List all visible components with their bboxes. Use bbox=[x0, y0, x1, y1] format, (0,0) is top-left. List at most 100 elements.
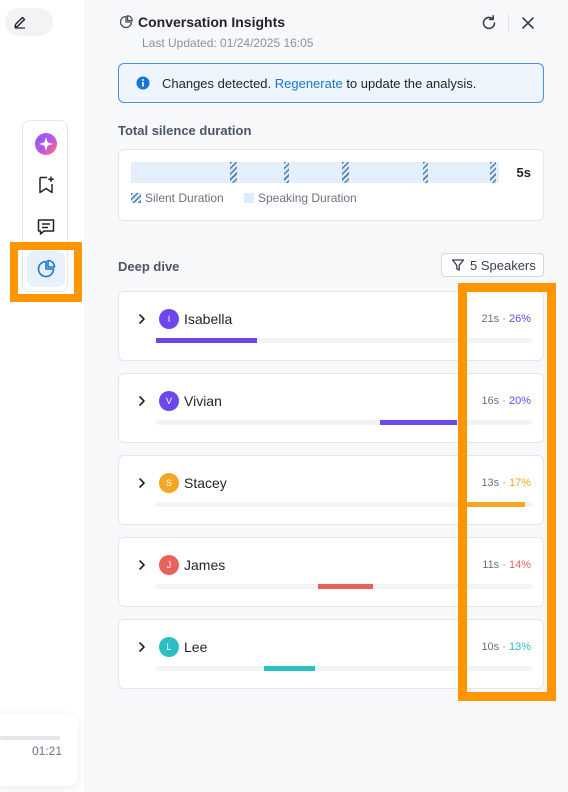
chevron-right-icon[interactable] bbox=[137, 559, 147, 571]
header-divider bbox=[508, 14, 509, 32]
speaker-name: Vivian bbox=[184, 393, 222, 409]
speaker-stats: 21s · 26% bbox=[481, 313, 531, 325]
speaker-timeline-track bbox=[156, 420, 532, 425]
silence-heading: Total silence duration bbox=[118, 123, 252, 138]
silent-segment bbox=[423, 162, 428, 183]
last-updated: Last Updated: 01/24/2025 16:05 bbox=[142, 36, 314, 50]
close-icon bbox=[522, 17, 534, 29]
speaker-percent: 20% bbox=[508, 395, 531, 407]
speaker-stats: 10s · 13% bbox=[481, 641, 531, 653]
speaker-timeline-fill bbox=[156, 338, 257, 343]
speaker-duration: 11s bbox=[482, 559, 500, 571]
silent-segment bbox=[342, 162, 349, 183]
legend-speaking: Speaking Duration bbox=[244, 191, 357, 205]
speaker-avatar: J bbox=[159, 555, 179, 575]
notice-suffix: to update the analysis. bbox=[342, 76, 477, 91]
silence-total: 5s bbox=[516, 165, 531, 180]
speaker-name: Isabella bbox=[184, 311, 233, 327]
chevron-right-icon[interactable] bbox=[137, 641, 147, 653]
silence-timeline bbox=[131, 162, 499, 183]
left-sidebar: 01:21 bbox=[0, 0, 86, 792]
speaker-percent: 14% bbox=[508, 559, 531, 571]
insights-highlight-box bbox=[10, 242, 82, 302]
speaker-row[interactable]: J James 11s · 14% bbox=[118, 537, 544, 607]
stats-highlight-box bbox=[458, 283, 556, 701]
speaker-duration: 21s bbox=[481, 313, 500, 325]
stats-separator: · bbox=[499, 559, 509, 571]
silent-segment bbox=[284, 162, 289, 183]
stats-separator: · bbox=[499, 477, 509, 489]
changes-notice: Changes detected. Regenerate to update t… bbox=[118, 63, 544, 103]
pie-chart-icon bbox=[37, 259, 56, 278]
close-button[interactable] bbox=[519, 14, 537, 32]
refresh-icon bbox=[482, 15, 496, 30]
refresh-button[interactable] bbox=[480, 14, 498, 32]
player-card: 01:21 bbox=[0, 714, 78, 786]
silent-swatch bbox=[131, 193, 141, 203]
bookmark-button[interactable] bbox=[27, 167, 65, 203]
speaker-avatar: V bbox=[159, 391, 179, 411]
playback-time: 01:21 bbox=[31, 744, 62, 758]
chevron-right-icon[interactable] bbox=[137, 395, 147, 407]
speaker-timeline-fill bbox=[318, 584, 373, 589]
speaker-filter-label: 5 Speakers bbox=[470, 257, 536, 273]
info-icon bbox=[136, 76, 150, 90]
insights-button[interactable] bbox=[27, 251, 65, 287]
speaker-percent: 17% bbox=[508, 477, 531, 489]
legend-speaking-label: Speaking Duration bbox=[258, 191, 357, 205]
speaker-avatar: L bbox=[159, 637, 179, 657]
ai-sparkle-icon bbox=[35, 133, 57, 155]
speaker-timeline-track bbox=[156, 666, 532, 671]
speaker-stats: 13s · 17% bbox=[481, 477, 531, 489]
speaker-stats: 11s · 14% bbox=[482, 559, 531, 571]
playback-progress[interactable] bbox=[0, 736, 60, 740]
stats-separator: · bbox=[499, 395, 509, 407]
edit-icon bbox=[14, 16, 26, 29]
speaker-stats: 16s · 20% bbox=[481, 395, 531, 407]
regenerate-link[interactable]: Regenerate bbox=[274, 76, 343, 91]
speaker-avatar: I bbox=[159, 309, 179, 329]
legend-silent: Silent Duration bbox=[131, 191, 224, 205]
panel-title: Conversation Insights bbox=[138, 14, 286, 30]
chevron-right-icon[interactable] bbox=[137, 313, 147, 325]
stats-separator: · bbox=[499, 641, 509, 653]
legend-silent-label: Silent Duration bbox=[145, 191, 224, 205]
speaker-name: Stacey bbox=[184, 475, 227, 491]
edit-button[interactable] bbox=[5, 8, 53, 36]
notice-prefix: Changes detected. bbox=[162, 76, 275, 91]
insights-panel: Conversation Insights Last Updated: 01/2… bbox=[87, 0, 568, 792]
speaking-swatch bbox=[244, 193, 254, 203]
speaker-filter-button[interactable]: 5 Speakers bbox=[441, 253, 544, 277]
speaker-timeline-fill bbox=[467, 502, 525, 507]
speaker-name: James bbox=[184, 557, 226, 573]
notice-text: Changes detected. Regenerate to update t… bbox=[162, 76, 476, 91]
silent-segment bbox=[490, 162, 496, 183]
comment-icon bbox=[37, 219, 55, 235]
chevron-right-icon[interactable] bbox=[137, 477, 147, 489]
speaker-row[interactable]: V Vivian 16s · 20% bbox=[118, 373, 544, 443]
speaker-timeline-fill bbox=[380, 420, 457, 425]
filter-icon bbox=[451, 259, 465, 271]
deep-dive-heading: Deep dive bbox=[118, 259, 180, 274]
speaker-timeline-track bbox=[156, 584, 532, 589]
speaker-timeline-fill bbox=[264, 666, 315, 671]
speaker-timeline-track bbox=[156, 338, 532, 343]
speaker-duration: 16s bbox=[481, 395, 500, 407]
speaker-row[interactable]: L Lee 10s · 13% bbox=[118, 619, 544, 689]
tool-rail bbox=[22, 120, 68, 292]
speaker-name: Lee bbox=[184, 639, 208, 655]
speaker-avatar: S bbox=[159, 473, 179, 493]
insights-pie-icon bbox=[119, 15, 133, 29]
stats-separator: · bbox=[499, 313, 509, 325]
speaker-duration: 10s bbox=[481, 641, 500, 653]
speaker-percent: 13% bbox=[508, 641, 531, 653]
ai-assistant-button[interactable] bbox=[27, 126, 65, 162]
comments-button[interactable] bbox=[27, 209, 65, 245]
bookmark-add-icon bbox=[39, 176, 54, 194]
speaker-duration: 13s bbox=[481, 477, 500, 489]
silence-card: 5s Silent Duration Speaking Duration bbox=[118, 149, 544, 221]
speaker-row[interactable]: S Stacey 13s · 17% bbox=[118, 455, 544, 525]
speaker-percent: 26% bbox=[508, 313, 531, 325]
speaker-row[interactable]: I Isabella 21s · 26% bbox=[118, 291, 544, 361]
silent-segment bbox=[230, 162, 237, 183]
